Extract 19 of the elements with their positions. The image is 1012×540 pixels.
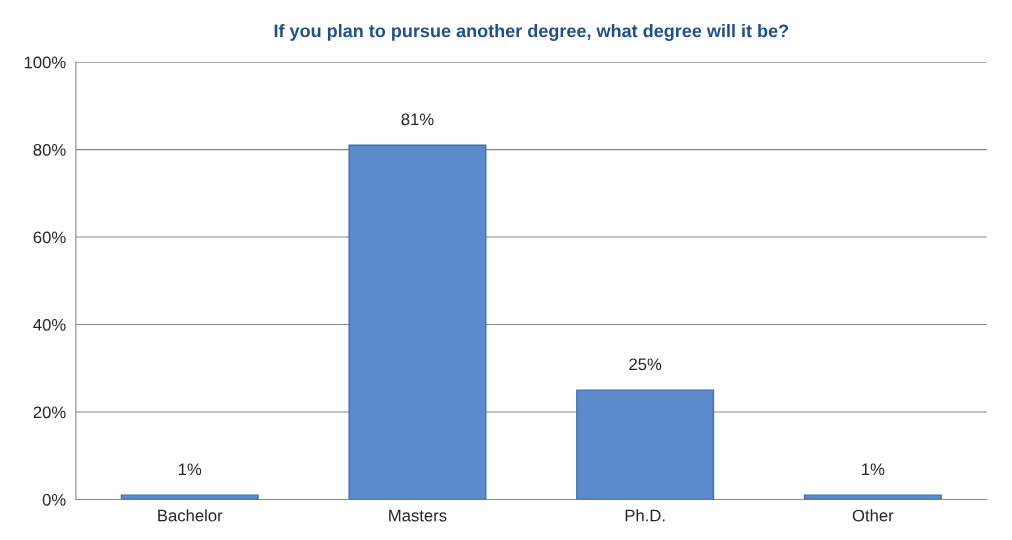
data-label: 1% xyxy=(862,463,885,476)
y-tick-label: 20% xyxy=(33,406,66,419)
x-tick-label: Bachelor xyxy=(158,509,223,522)
bar xyxy=(803,494,942,500)
x-tick-label: Masters xyxy=(389,509,447,522)
bar xyxy=(348,144,487,500)
bar xyxy=(120,494,259,500)
x-tick-label: Other xyxy=(852,509,894,522)
y-tick-label: 0% xyxy=(42,493,66,506)
y-tick-label: 100% xyxy=(24,56,66,69)
y-tick-label: 80% xyxy=(33,143,66,156)
data-label: 25% xyxy=(629,358,662,371)
data-label: 1% xyxy=(178,463,202,476)
y-tick-label: 60% xyxy=(33,231,66,244)
bar xyxy=(576,389,715,500)
chart-title: If you plan to pursue another degree, what degree will it be? xyxy=(274,24,789,41)
data-label: 81% xyxy=(401,113,434,126)
x-tick-label: Ph.D. xyxy=(625,509,665,522)
y-tick-label: 40% xyxy=(33,318,66,331)
